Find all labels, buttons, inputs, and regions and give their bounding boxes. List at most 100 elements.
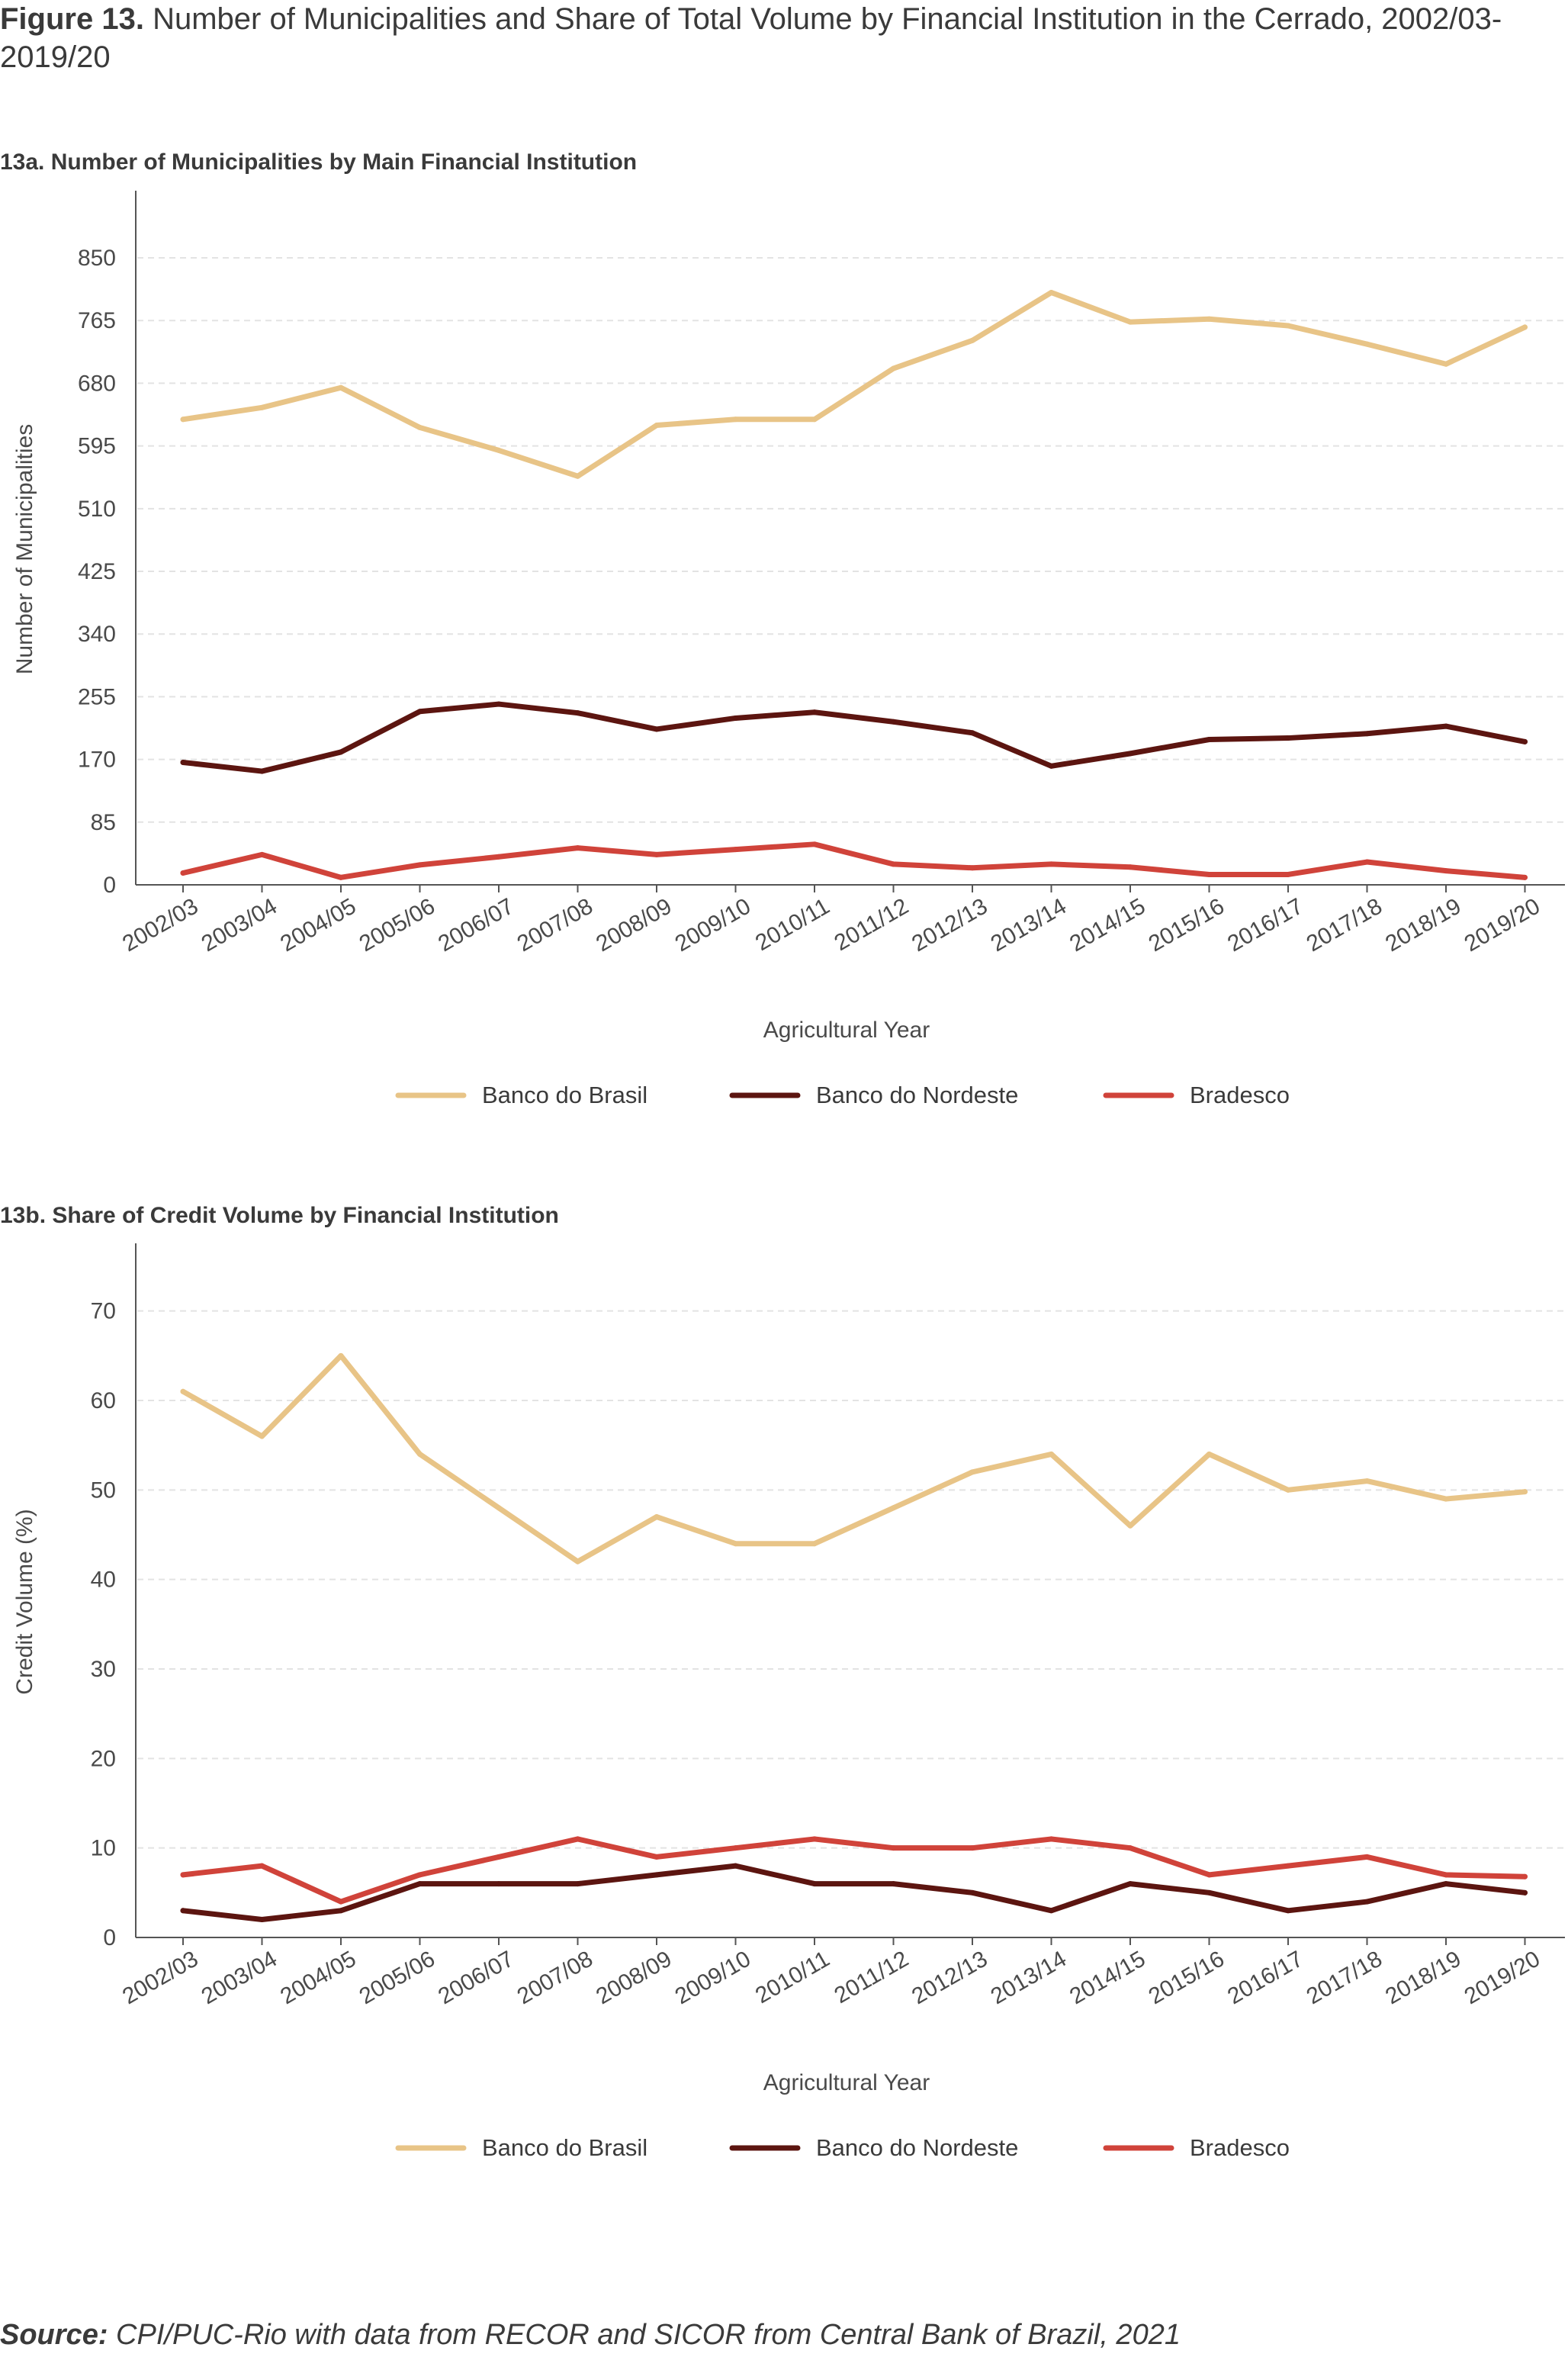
x-tick-label: 2005/06 [355,893,439,957]
panel-b-title: 13b. Share of Credit Volume by Financial… [0,1203,559,1228]
data-point [1443,1496,1449,1502]
data-point [1285,1487,1291,1493]
data-point [496,854,502,860]
data-point [733,1845,738,1851]
data-point [811,709,818,715]
y-tick-label: 255 [78,684,116,709]
y-tick-label: 10 [91,1836,116,1861]
data-point [1049,763,1054,769]
series-banco-do-brasil [180,289,1528,479]
data-point [891,1881,896,1887]
data-point [969,1889,975,1896]
data-point [654,851,660,857]
series-line-banco-do-brasil [180,289,1528,479]
x-tick-label: 2011/12 [831,1946,913,2008]
x-tick-label: 2010/11 [751,1946,834,2008]
data-point [417,709,423,715]
panel-a-title: 13a. Number of Municipalities by Main Fi… [0,150,638,175]
data-point [811,841,818,847]
figure-title-text: Number of Municipalities and Share of To… [0,2,1502,74]
data-point [1364,731,1370,737]
y-tick-label: 70 [91,1299,116,1324]
data-point [1364,859,1370,865]
data-point [1127,751,1133,757]
data-point [1049,1908,1054,1914]
x-tick-label: 2019/20 [1460,1946,1544,2009]
source-text: CPI/PUC-Rio with data from RECOR and SIC… [116,2319,1181,2351]
data-point [1443,1881,1449,1887]
figure-label: Figure 13. [0,2,144,36]
y-axis-label: Number of Municipalities [12,424,37,674]
data-point [259,404,265,410]
data-point [417,424,423,430]
data-point [1049,1836,1054,1842]
y-tick-label: 0 [103,1925,116,1950]
data-point [259,1863,265,1869]
data-point [1364,1899,1370,1905]
x-axis-label: Agricultural Year [763,2070,930,2095]
data-point [338,384,344,391]
data-point [338,874,344,880]
data-point [1443,723,1449,729]
x-tick-label: 2013/14 [987,893,1071,957]
x-tick-label: 2018/19 [1381,893,1465,957]
data-point [1127,1523,1133,1529]
chart-municipalities: 0851702553404255105956807658502002/03200… [12,191,1565,1108]
x-tick-label: 2003/04 [198,893,281,957]
y-tick-label: 50 [91,1478,116,1503]
data-point [180,1388,186,1394]
x-tick-label: 2013/14 [987,1946,1071,2009]
series-bradesco [180,841,1528,880]
data-point [1207,871,1212,877]
x-tick-label: 2002/03 [118,1946,202,2009]
data-point [1207,1451,1212,1457]
data-point [1522,1873,1528,1879]
data-point [969,730,975,736]
series-line-banco-do-brasil [180,1352,1528,1564]
data-point [180,1908,186,1914]
data-point [1522,324,1528,330]
series-line-banco-do-nordeste [180,701,1528,774]
y-tick-label: 510 [78,497,116,522]
data-point [417,862,423,868]
data-point [575,1558,580,1564]
data-point [1364,1854,1370,1860]
data-point [1207,1872,1212,1878]
series-banco-do-nordeste [180,701,1528,774]
y-tick-label: 20 [91,1746,116,1771]
x-tick-label: 2008/09 [592,1946,676,2009]
series-line-bradesco [180,841,1528,880]
x-axis-label: Agricultural Year [763,1018,930,1043]
data-point [1127,319,1133,325]
x-tick-label: 2011/12 [831,893,913,956]
data-point [654,1854,660,1860]
data-point [575,1881,580,1887]
data-point [1127,1845,1133,1851]
data-point [417,1881,423,1887]
data-point [1522,874,1528,880]
y-tick-label: 680 [78,371,116,396]
data-point [733,1863,738,1869]
x-tick-label: 2009/10 [671,893,755,957]
data-point [733,715,738,721]
data-point [1522,1889,1528,1896]
data-point [338,1352,344,1359]
data-point [811,1881,818,1887]
data-point [1285,1908,1291,1914]
legend-item-banco-do-brasil: Banco do Brasil [395,1082,647,1108]
data-point [180,870,186,876]
data-point [891,1845,896,1851]
x-tick-label: 2016/17 [1223,1946,1307,2009]
x-tick-label: 2006/07 [434,893,518,957]
data-point [338,749,344,755]
data-point [417,1872,423,1878]
y-tick-label: 85 [91,810,116,835]
legend-label: Banco do Nordeste [816,2134,1018,2161]
x-tick-label: 2009/10 [671,1946,755,2009]
legend-label: Banco do Brasil [482,2134,647,2161]
x-tick-label: 2015/16 [1145,893,1229,957]
data-point [969,337,975,343]
series-banco-do-nordeste [180,1863,1528,1923]
legend-item-banco-do-nordeste: Banco do Nordeste [729,1082,1018,1108]
x-tick-label: 2006/07 [434,1946,518,2009]
